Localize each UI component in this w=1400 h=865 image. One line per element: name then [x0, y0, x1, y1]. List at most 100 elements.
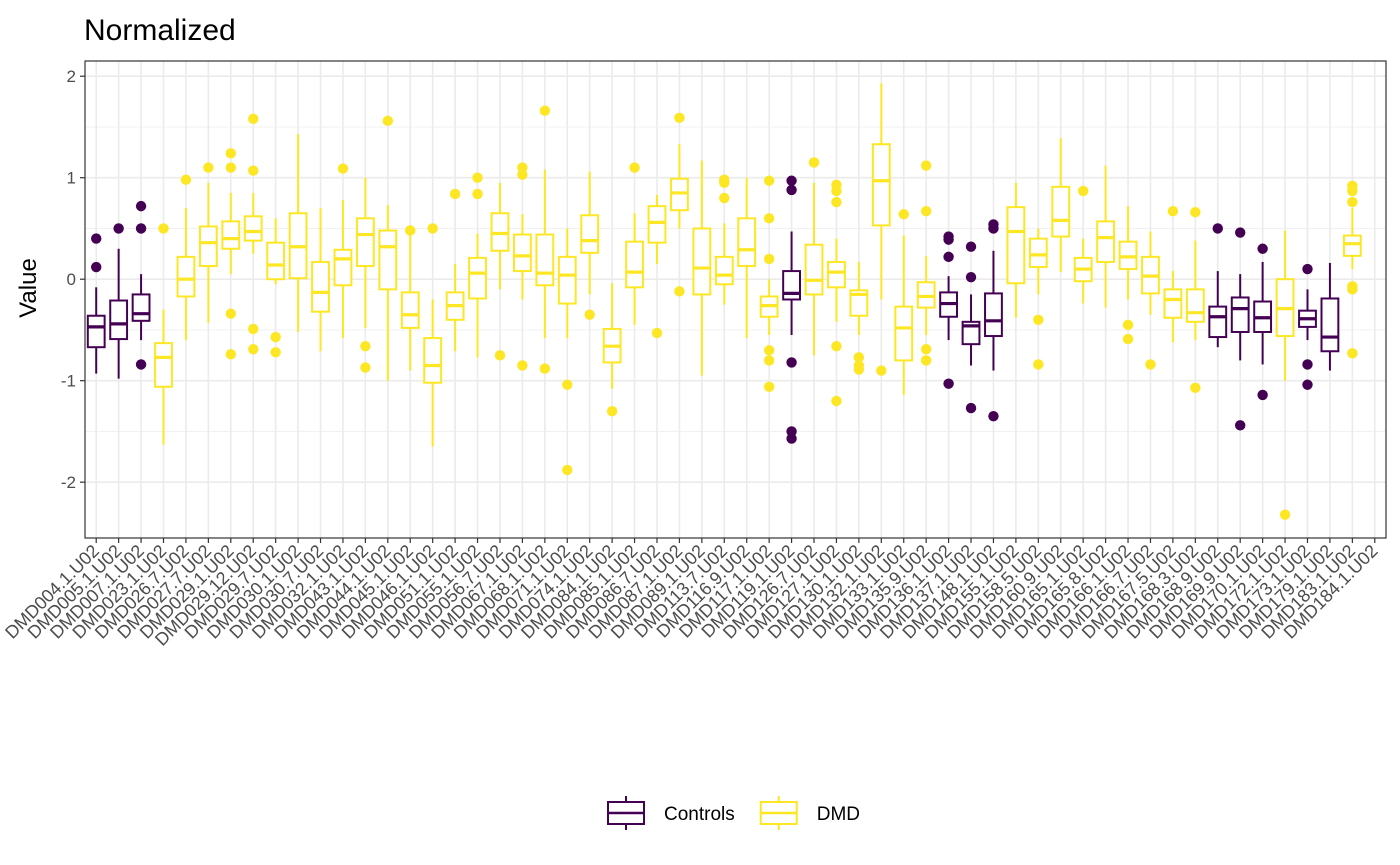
box-DMD130.1.U02 — [849, 261, 869, 375]
outlier-point — [225, 349, 237, 360]
box-DMD116.9.U02 — [737, 177, 757, 339]
outlier-point — [382, 115, 394, 127]
box-body — [311, 260, 330, 313]
outlier-point — [1302, 359, 1313, 370]
outlier-point — [1077, 185, 1089, 197]
box-DMD029.1.U02 — [221, 148, 241, 360]
box-body — [512, 233, 532, 273]
outlier-point — [517, 169, 528, 180]
box-DMD045.1.U02 — [400, 225, 420, 371]
outlier-point — [920, 206, 932, 217]
outlier-point — [831, 196, 842, 208]
box-DMD089.1.U02 — [692, 160, 712, 376]
box-body — [355, 217, 375, 268]
outlier-point — [920, 344, 932, 355]
y-axis-title: Value — [15, 258, 42, 318]
outlier-point — [405, 225, 416, 236]
outlier-point — [91, 233, 102, 244]
box-DMD046.1.U02 — [423, 223, 443, 447]
outlier-point — [225, 308, 237, 319]
outlier-point — [1257, 243, 1268, 254]
outlier-point — [1033, 314, 1044, 325]
outlier-point — [135, 200, 147, 212]
outlier-point — [674, 286, 685, 297]
box-DMD030.7.U02 — [311, 208, 330, 352]
box-DMD168.9.U02 — [1208, 223, 1228, 348]
outlier-point — [1347, 196, 1358, 208]
outlier-point — [360, 340, 371, 352]
outlier-point — [1347, 348, 1358, 359]
box-DMD007.1.U02 — [131, 200, 151, 370]
box-body — [1342, 234, 1362, 257]
y-tick-label: -2 — [61, 473, 76, 492]
box-DMD166.1.U02 — [1118, 206, 1138, 345]
box-DMD074.1.U02 — [580, 171, 600, 320]
y-tick-label: 2 — [67, 67, 76, 86]
outlier-point — [674, 112, 685, 124]
box-DMD136.1.U02 — [939, 231, 959, 389]
box-DMD127.1.U02 — [827, 179, 846, 407]
outlier-point — [1347, 284, 1358, 295]
outlier-point — [1145, 359, 1156, 370]
box-DMD071.1.U02 — [557, 228, 577, 476]
box-body — [266, 241, 286, 281]
box-body — [86, 314, 106, 349]
outlier-point — [965, 271, 977, 283]
box-body — [400, 291, 420, 329]
box-DMD179.1.U02 — [1320, 262, 1340, 371]
box-body — [535, 233, 555, 287]
legend-item-dmd: DMD — [759, 796, 860, 830]
box-body — [580, 214, 600, 254]
box-body — [1320, 297, 1340, 353]
box-DMD160.9.U02 — [1051, 138, 1071, 273]
outlier-point — [494, 350, 506, 361]
outlier-point — [719, 192, 730, 204]
box-DMD167.5.U02 — [1163, 206, 1183, 343]
outlier-point — [1122, 333, 1134, 345]
outlier-point — [1279, 509, 1291, 520]
outlier-point — [1302, 379, 1313, 390]
outlier-point — [763, 355, 775, 366]
box-body — [1185, 288, 1205, 323]
outlier-point — [1167, 206, 1179, 217]
box-body — [1230, 296, 1250, 333]
y-tick-label: 1 — [67, 169, 76, 188]
box-DMD043.1.U02 — [355, 177, 375, 373]
outlier-point — [719, 177, 730, 188]
outlier-point — [472, 188, 483, 200]
box-DMD135.9.U02 — [916, 160, 936, 366]
box-DMD067.1.U02 — [512, 162, 532, 371]
outlier-point — [786, 357, 797, 368]
outlier-point — [248, 344, 259, 355]
box-DMD032.1.U02 — [333, 163, 353, 339]
box-DMD165.8.U02 — [1096, 165, 1116, 308]
box-body — [804, 243, 824, 296]
outlier-point — [584, 309, 595, 320]
box-body — [894, 305, 914, 362]
outlier-point — [1302, 263, 1313, 275]
box-DMD155.1.U02 — [1006, 182, 1026, 318]
outlier-point — [1212, 223, 1223, 234]
outlier-point — [898, 209, 909, 220]
box-DMD126.7.U02 — [804, 157, 824, 356]
outlier-point — [270, 347, 281, 358]
panel-border — [84, 60, 1387, 539]
box-body — [737, 217, 757, 268]
box-body — [782, 270, 801, 301]
box-body — [131, 293, 151, 322]
box-body — [378, 229, 398, 291]
box-DMD137.1.U02 — [961, 241, 981, 414]
box-DMD087.1.U02 — [670, 112, 689, 297]
box-body — [984, 292, 1003, 338]
box-body — [1163, 288, 1183, 319]
box-body — [333, 248, 353, 287]
outlier-point — [1033, 359, 1044, 370]
legend: Controls DMD — [607, 796, 860, 830]
outlier-point — [472, 172, 483, 183]
box-body — [871, 143, 891, 227]
outlier-point — [763, 253, 775, 265]
box-DMD026.7.U02 — [176, 174, 196, 341]
box-DMD044.1.U02 — [378, 115, 398, 381]
box-DMD113.7.U02 — [714, 174, 734, 305]
outlier-point — [988, 411, 999, 422]
